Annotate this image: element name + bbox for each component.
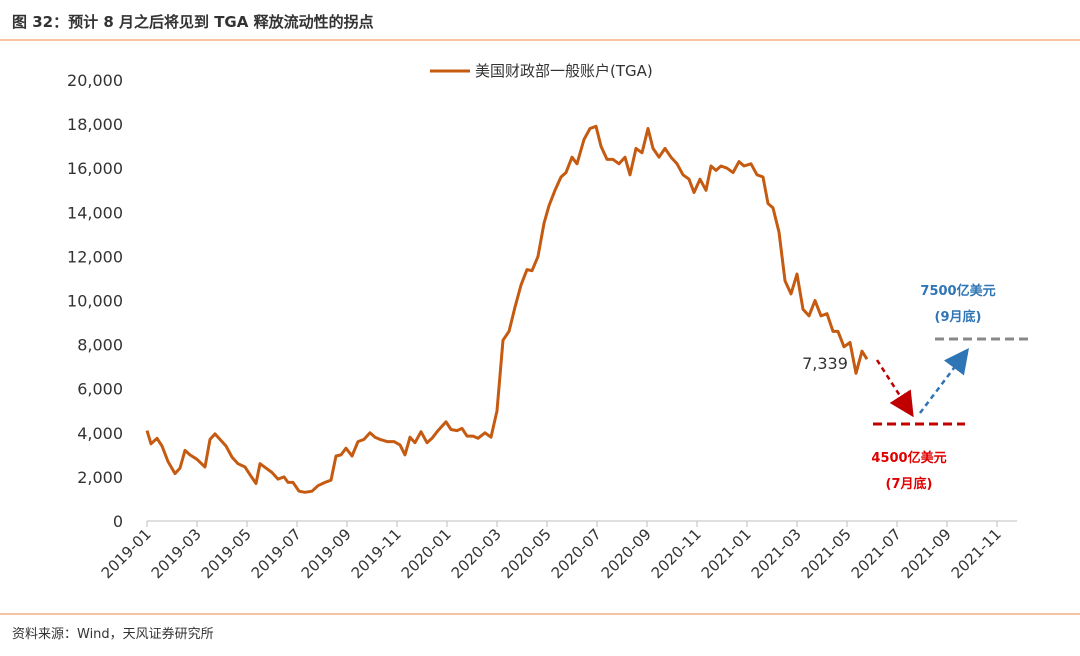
data-label: 7,339 [802, 354, 848, 373]
x-tick-label: 2019-11 [348, 525, 405, 582]
x-tick-label: 2021-05 [798, 525, 855, 582]
arrow-down [875, 359, 914, 418]
y-tick-label: 10,000 [67, 292, 123, 311]
x-tick-label: 2021-01 [698, 525, 755, 582]
y-tick-label: 12,000 [67, 247, 123, 266]
chart-title: 图 32：预计 8 月之后将见到 TGA 释放流动性的拐点 [12, 13, 374, 31]
x-tick-label: 2020-05 [498, 525, 555, 582]
y-tick-label: 2,000 [77, 468, 123, 487]
source: 资料来源：Wind，天风证券研究所 [12, 626, 214, 642]
x-tick-label: 2020-03 [448, 525, 505, 582]
x-tick-label: 2021-09 [898, 525, 955, 582]
x-tick-label: 2021-07 [848, 525, 905, 582]
y-tick-label: 20,000 [67, 71, 123, 90]
x-tick-label: 2020-07 [548, 525, 605, 582]
x-tick-label: 2021-03 [748, 525, 805, 582]
annotation: 4500亿美元 [871, 450, 946, 466]
x-tick-label: 2019-09 [298, 525, 355, 582]
annotation: 7500亿美元 [920, 283, 995, 299]
arrow-up [919, 348, 970, 414]
y-tick-label: 16,000 [67, 159, 123, 178]
y-tick-label: 8,000 [77, 336, 123, 355]
y-tick-label: 18,000 [67, 115, 123, 134]
x-tick-label: 2020-11 [648, 525, 705, 582]
legend-label: 美国财政部一般账户(TGA) [475, 62, 653, 80]
annotation: (7月底) [886, 476, 933, 492]
y-tick-label: 14,000 [67, 203, 123, 222]
x-tick-label: 2019-01 [98, 525, 155, 582]
y-tick-label: 0 [113, 512, 123, 531]
x-tick-label: 2020-09 [598, 525, 655, 582]
x-tick-label: 2019-03 [148, 525, 205, 582]
annotation: (9月底) [935, 309, 982, 325]
x-tick-label: 2020-01 [398, 525, 455, 582]
x-tick-label: 2019-07 [248, 525, 305, 582]
x-tick-label: 2019-05 [198, 525, 255, 582]
y-tick-label: 4,000 [77, 424, 123, 443]
x-tick-label: 2021-11 [948, 525, 1005, 582]
y-tick-label: 6,000 [77, 380, 123, 399]
series-line [145, 124, 869, 494]
